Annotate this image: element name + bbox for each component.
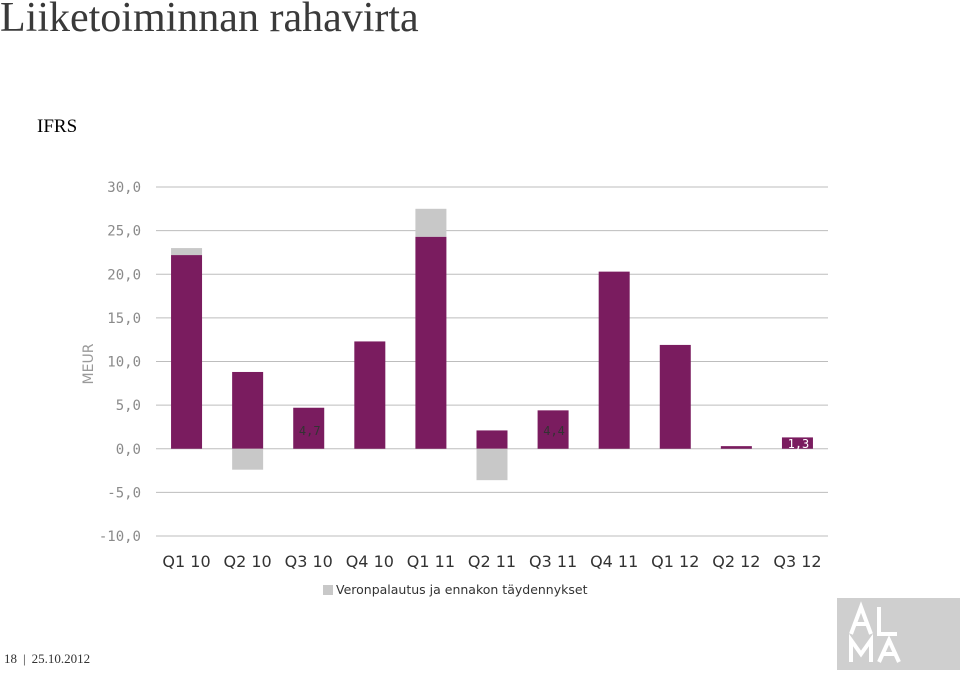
cash-flow-chart: 30,0 25,0 20,0 15,0 10,0 5,0 0,0 -5,0 -10,0 Q1 1… xyxy=(81,180,828,571)
x-tick-label: Q1 12 xyxy=(651,552,699,571)
alma-logo-mark xyxy=(849,601,901,663)
bar-main xyxy=(476,430,508,449)
footer: 18 | 25.10.2012 xyxy=(4,651,90,667)
legend: Veronpalautus ja ennakon täydennykset xyxy=(323,582,587,597)
legend-swatch xyxy=(323,585,333,595)
bar-refund xyxy=(232,448,264,470)
bar-main xyxy=(781,437,813,449)
x-tick-labels: Q1 10 Q2 10 Q3 10 Q4 10 Q1 11 Q2 11 Q3 11 Q4 11… xyxy=(162,552,821,571)
data-label: 4,7 xyxy=(299,424,321,438)
bar-refund xyxy=(171,248,203,256)
data-labels: 4,7 4,4 1,3 xyxy=(299,424,809,451)
data-label: 4,4 xyxy=(543,424,565,438)
y-tick-label: 20,0 xyxy=(107,267,141,283)
page-number: 18 xyxy=(4,651,17,666)
y-axis-label: MEUR xyxy=(81,343,97,384)
x-tick-label: Q4 11 xyxy=(590,552,638,571)
bar-refund xyxy=(476,448,508,481)
alma-logo xyxy=(837,598,960,670)
x-tick-label: Q1 11 xyxy=(407,552,455,571)
y-tick-label: 5,0 xyxy=(116,398,141,414)
y-tick-label: -10,0 xyxy=(99,529,141,545)
footer-date: 25.10.2012 xyxy=(31,651,91,666)
x-tick-label: Q2 10 xyxy=(224,552,272,571)
x-tick-label: Q3 11 xyxy=(529,552,577,571)
legend-label: Veronpalautus ja ennakon täydennykset xyxy=(336,582,588,597)
x-tick-label: Q4 10 xyxy=(346,552,394,571)
bar-main xyxy=(720,446,752,449)
y-tick-label: 10,0 xyxy=(107,355,141,371)
bar-main xyxy=(415,236,447,449)
bar-main xyxy=(598,271,630,449)
page-title: Liiketoiminnan rahavirta xyxy=(0,0,419,41)
y-tick-label: 0,0 xyxy=(116,442,141,458)
y-tick-label: 30,0 xyxy=(107,180,141,196)
bar-main xyxy=(232,371,264,449)
x-tick-label: Q2 11 xyxy=(468,552,516,571)
x-tick-label: Q3 12 xyxy=(773,552,821,571)
bar-refund xyxy=(415,208,447,237)
footer-separator: | xyxy=(23,651,26,666)
bar-main xyxy=(537,410,569,449)
bars xyxy=(171,208,813,481)
bar-main xyxy=(171,255,203,449)
grid-lines xyxy=(156,186,828,537)
bar-main xyxy=(293,407,325,449)
x-tick-label: Q2 12 xyxy=(712,552,760,571)
y-tick-label: 15,0 xyxy=(107,311,141,327)
x-tick-label: Q1 10 xyxy=(162,552,210,571)
bar-main xyxy=(659,344,691,449)
y-tick-label: -5,0 xyxy=(107,485,141,501)
x-tick-label: Q3 10 xyxy=(285,552,333,571)
bar-main xyxy=(354,341,386,449)
data-label: 1,3 xyxy=(788,437,810,451)
y-tick-labels: 30,0 25,0 20,0 15,0 10,0 5,0 0,0 -5,0 -10,0 xyxy=(99,180,141,545)
y-tick-label: 25,0 xyxy=(107,224,141,240)
subtitle: IFRS xyxy=(37,116,78,137)
